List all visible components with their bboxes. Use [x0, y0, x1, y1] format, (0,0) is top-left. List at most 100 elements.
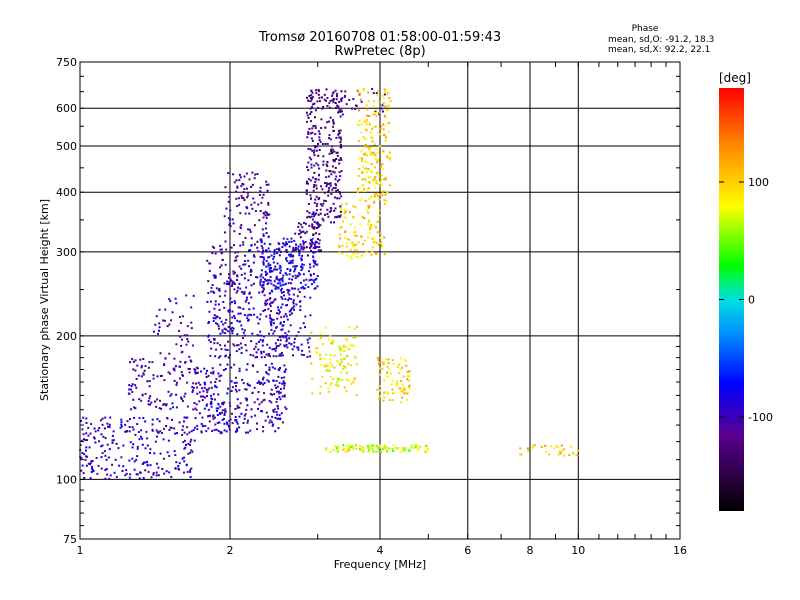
data-point-X	[345, 378, 348, 381]
data-point-O	[134, 407, 137, 410]
data-point-O	[98, 427, 101, 429]
data-point-O	[229, 309, 231, 312]
data-point-O	[186, 381, 189, 384]
data-point-O	[315, 195, 318, 198]
data-point-O	[312, 265, 315, 268]
data-point-X	[352, 337, 355, 339]
data-point-X	[352, 205, 355, 208]
data-point-O	[267, 308, 270, 311]
data-point-O	[226, 392, 229, 395]
data-point-O	[138, 398, 141, 401]
data-point-O	[265, 250, 268, 253]
data-point-O	[227, 325, 230, 328]
data-point-X	[361, 184, 364, 187]
data-point-O	[109, 416, 112, 419]
data-point-X	[376, 183, 379, 185]
data-point-O	[294, 268, 296, 271]
data-point-O	[135, 378, 138, 380]
data-point-O	[378, 113, 381, 116]
data-point-O	[232, 173, 235, 176]
data-point-O	[267, 264, 270, 267]
data-point-O	[181, 315, 184, 318]
data-point-O	[239, 226, 242, 229]
data-point-O	[320, 96, 323, 99]
data-point-X	[406, 378, 409, 381]
data-point-X	[391, 399, 394, 401]
data-point-X	[378, 361, 381, 364]
data-point-O	[313, 287, 316, 290]
data-point-O	[131, 426, 134, 429]
data-point-O	[161, 468, 164, 470]
data-point-O	[183, 431, 186, 434]
data-point-O	[196, 428, 199, 431]
data-point-O	[147, 470, 150, 473]
data-point-O	[314, 109, 317, 112]
data-point-O	[179, 322, 182, 324]
data-point-X	[363, 190, 366, 193]
data-point-X	[368, 220, 371, 223]
data-point-O	[276, 278, 279, 281]
data-point-X	[348, 326, 351, 328]
data-point-O	[323, 191, 326, 194]
data-point-X	[375, 161, 378, 164]
data-point-X	[382, 190, 385, 192]
data-point-O	[320, 185, 322, 188]
data-point-X	[355, 448, 358, 450]
data-point-O	[234, 419, 237, 422]
data-point-O	[332, 121, 335, 124]
data-point-O	[272, 261, 275, 264]
data-point-O	[224, 408, 227, 411]
data-point-O	[96, 472, 99, 475]
data-point-X	[329, 362, 332, 364]
data-point-O	[235, 350, 238, 353]
data-point-O	[307, 203, 310, 205]
data-point-O	[190, 430, 193, 433]
data-point-O	[132, 443, 135, 446]
data-point-O	[310, 240, 313, 243]
data-point-O	[229, 354, 231, 357]
data-point-O	[219, 355, 222, 358]
data-point-O	[279, 269, 282, 272]
data-point-O	[240, 194, 243, 197]
data-point-O	[239, 312, 242, 315]
data-point-X	[403, 450, 405, 452]
data-point-O	[236, 205, 239, 208]
data-point-O	[246, 404, 249, 407]
data-point-O	[227, 356, 230, 359]
data-point-O	[140, 366, 143, 369]
data-point-X	[319, 338, 321, 340]
data-point-X	[340, 252, 343, 255]
data-point-O	[142, 372, 145, 375]
data-point-O	[324, 200, 327, 203]
data-point-O	[97, 429, 100, 432]
data-point-O	[311, 213, 314, 215]
data-point-O	[264, 309, 266, 312]
data-point-X	[342, 444, 345, 447]
data-point-O	[253, 282, 255, 285]
data-point-O	[213, 342, 216, 345]
data-point-X	[374, 125, 377, 128]
data-point-O	[230, 246, 233, 249]
data-point-O	[269, 243, 272, 246]
data-point-O	[81, 451, 84, 454]
data-point-O	[202, 425, 205, 428]
data-point-O	[152, 473, 155, 476]
data-point-O	[178, 462, 181, 465]
data-point-O	[259, 280, 262, 283]
data-point-O	[239, 320, 242, 323]
data-point-X	[540, 445, 543, 448]
data-point-O	[282, 274, 285, 277]
axis-ticks	[79, 61, 681, 539]
data-point-X	[354, 444, 357, 447]
data-point-O	[278, 248, 281, 251]
data-point-O	[283, 320, 285, 323]
data-point-O	[219, 244, 222, 247]
data-point-X	[373, 240, 376, 243]
data-point-O	[231, 283, 234, 286]
data-point-O	[281, 277, 284, 279]
data-point-O	[271, 424, 274, 427]
data-point-X	[365, 167, 368, 170]
data-point-O	[296, 247, 299, 250]
data-point-O	[240, 224, 243, 227]
data-point-O	[258, 381, 261, 384]
